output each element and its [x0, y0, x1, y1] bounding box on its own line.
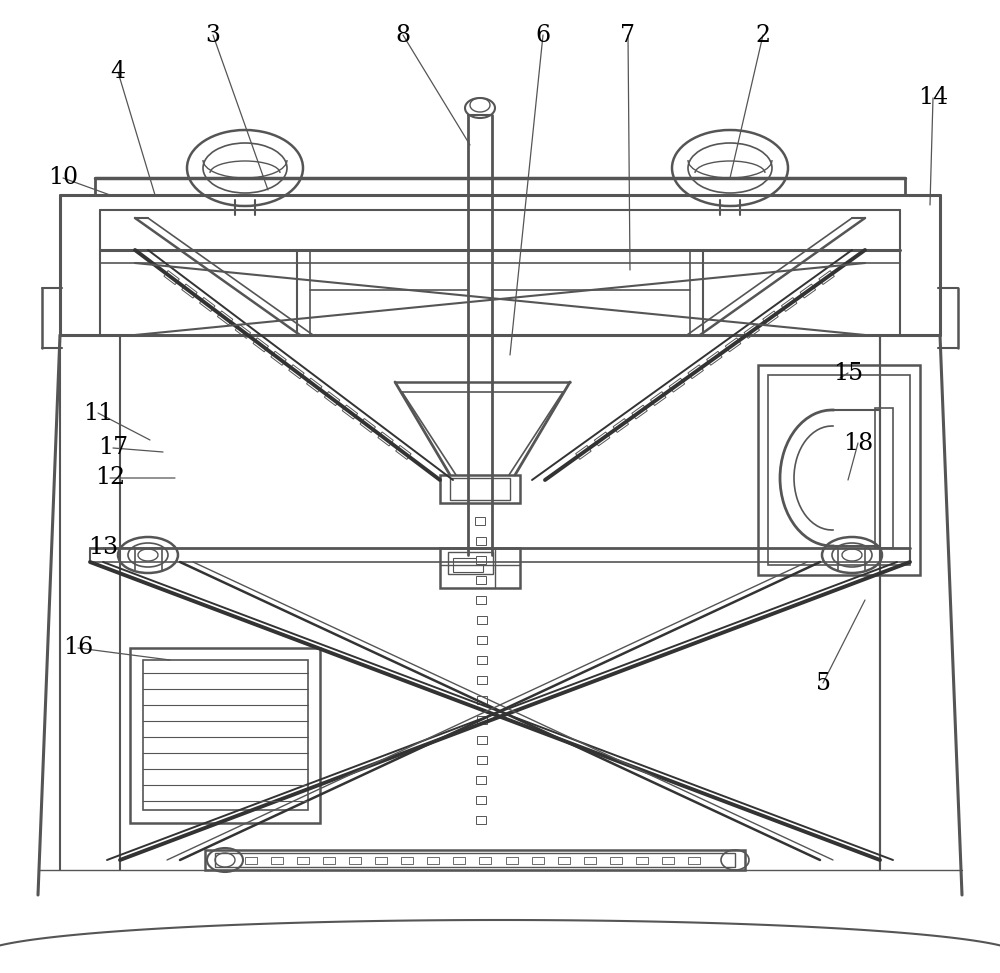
Bar	[427, 857, 439, 864]
Bar	[440, 475, 520, 503]
Bar	[217, 311, 233, 325]
Bar	[440, 548, 520, 588]
Bar	[476, 815, 486, 824]
Bar	[307, 378, 322, 392]
Bar	[450, 478, 510, 500]
Bar	[323, 857, 335, 864]
Bar	[378, 432, 393, 446]
Bar	[725, 338, 741, 352]
Bar	[271, 857, 283, 864]
Bar	[476, 775, 486, 784]
Text: 11: 11	[83, 402, 113, 424]
Bar	[477, 656, 487, 665]
Bar	[532, 857, 544, 864]
Bar	[130, 648, 320, 823]
Bar	[613, 418, 629, 432]
Bar	[360, 418, 375, 433]
Bar	[506, 857, 518, 864]
Bar	[324, 391, 340, 406]
Bar	[476, 796, 486, 804]
Text: 15: 15	[833, 362, 863, 384]
Text: 6: 6	[535, 23, 551, 47]
Bar	[453, 857, 465, 864]
Bar	[636, 857, 648, 864]
Text: 8: 8	[395, 23, 411, 47]
Bar	[475, 517, 485, 524]
Text: 7: 7	[620, 23, 636, 47]
Bar	[477, 716, 487, 724]
Bar	[476, 596, 486, 604]
Bar	[349, 857, 361, 864]
Bar	[584, 857, 596, 864]
Bar	[477, 676, 487, 684]
Text: 3: 3	[206, 23, 220, 47]
Bar	[476, 576, 486, 585]
Bar	[244, 857, 256, 864]
Text: 5: 5	[816, 671, 830, 695]
Bar	[215, 853, 735, 867]
Bar	[453, 558, 483, 572]
Bar	[875, 408, 893, 548]
Bar	[758, 365, 920, 575]
Bar	[477, 696, 487, 704]
Bar	[768, 375, 910, 565]
Bar	[235, 324, 251, 339]
Bar	[375, 857, 387, 864]
Bar	[688, 857, 700, 864]
Bar	[477, 736, 487, 744]
Text: 2: 2	[755, 23, 771, 47]
Bar	[479, 857, 491, 864]
Text: 18: 18	[843, 431, 873, 454]
Bar	[744, 324, 759, 339]
Text: 4: 4	[110, 60, 126, 84]
Bar	[401, 857, 413, 864]
Text: 10: 10	[48, 166, 78, 190]
Bar	[669, 378, 685, 392]
Text: 17: 17	[98, 437, 128, 459]
Bar	[448, 552, 493, 574]
Bar	[477, 756, 487, 764]
Bar	[342, 405, 358, 419]
Bar	[763, 311, 778, 325]
Bar	[200, 298, 215, 311]
Bar	[651, 392, 666, 406]
Text: 14: 14	[918, 87, 948, 110]
Text: 16: 16	[63, 636, 93, 660]
Bar	[164, 270, 179, 285]
Bar	[476, 557, 486, 564]
Bar	[662, 857, 674, 864]
Bar	[253, 338, 268, 352]
Bar	[182, 284, 197, 298]
Bar	[781, 298, 797, 311]
Bar	[632, 405, 647, 419]
Bar	[477, 616, 487, 625]
Bar	[707, 351, 722, 365]
Bar	[576, 446, 591, 459]
Bar	[477, 636, 487, 644]
Bar	[688, 365, 703, 378]
Text: 13: 13	[88, 536, 118, 559]
Bar	[819, 270, 834, 284]
Bar	[610, 857, 622, 864]
Bar	[396, 446, 411, 459]
Bar	[289, 365, 304, 378]
Bar	[143, 660, 308, 810]
Bar	[271, 351, 286, 365]
Bar	[297, 857, 309, 864]
Bar	[594, 432, 610, 446]
Bar	[205, 850, 745, 870]
Text: 12: 12	[95, 466, 125, 489]
Bar	[558, 857, 570, 864]
Bar	[800, 284, 816, 298]
Bar	[476, 536, 486, 545]
